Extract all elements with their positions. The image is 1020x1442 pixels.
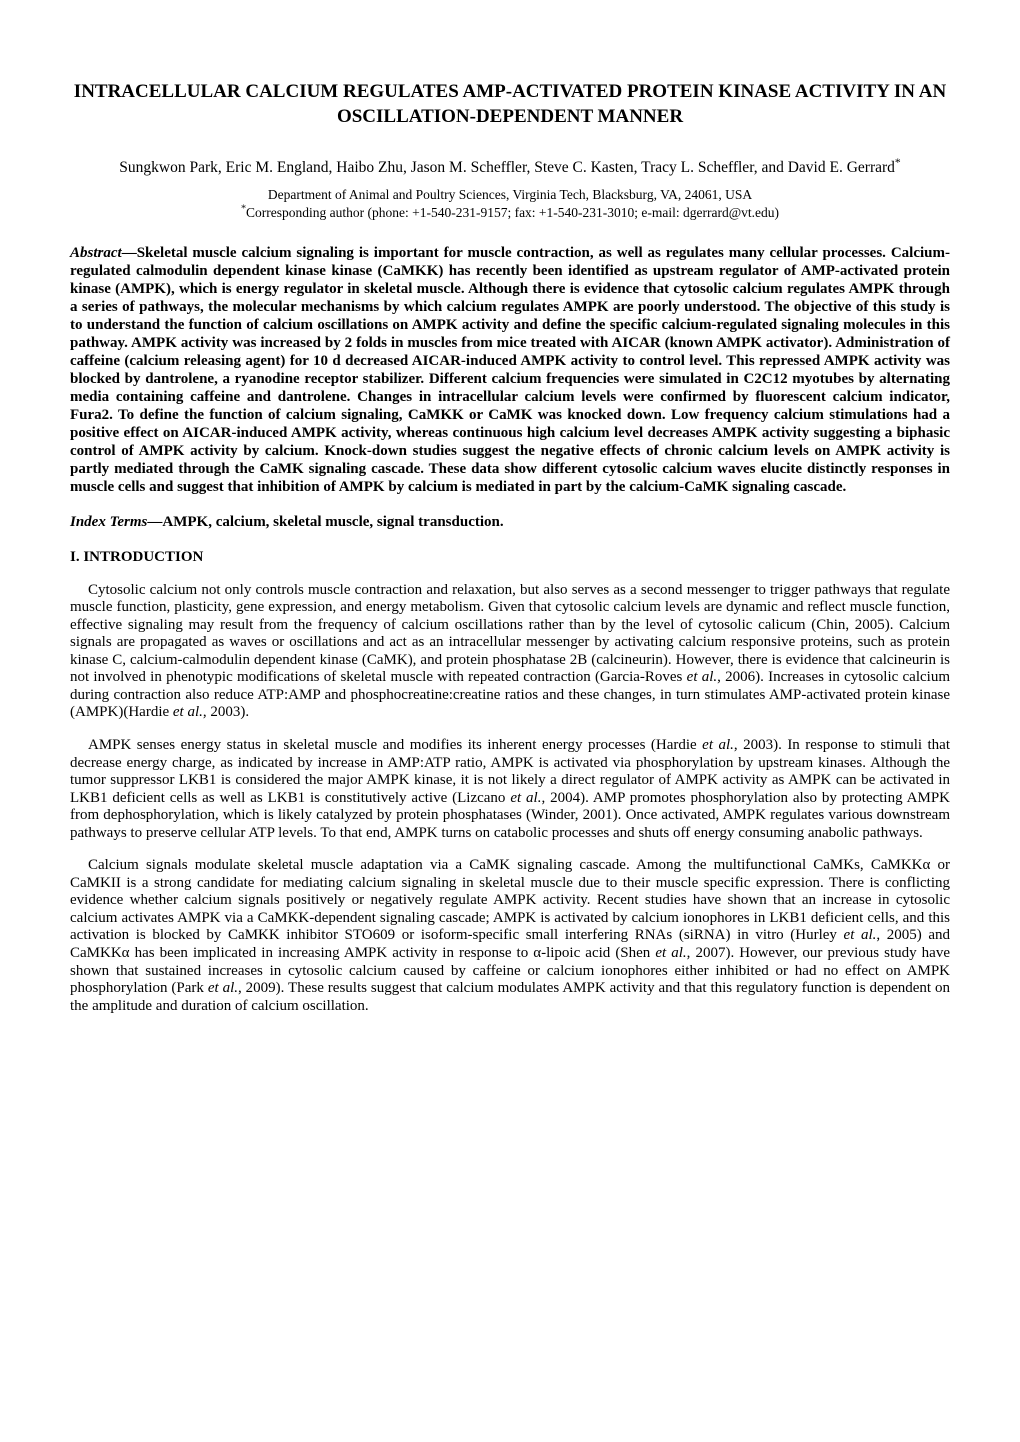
index-terms-block: Index Terms—AMPK, calcium, skeletal musc… (70, 514, 950, 531)
corresponding-text: Corresponding author (phone: +1-540-231-… (246, 205, 779, 220)
index-terms-label: Index Terms (70, 514, 147, 530)
p1-text-3: , 2003). (203, 704, 249, 720)
p1-etal-2: et al. (173, 704, 203, 720)
intro-paragraph-1: Cytosolic calcium not only controls musc… (70, 582, 950, 722)
index-terms-text: —AMPK, calcium, skeletal muscle, signal … (147, 514, 503, 530)
affiliation-line: Department of Animal and Poultry Science… (70, 187, 950, 203)
section-heading-introduction: I. INTRODUCTION (70, 549, 950, 566)
abstract-text: —Skeletal muscle calcium signaling is im… (70, 245, 950, 495)
p3-etal-3: et al. (208, 980, 238, 996)
p3-etal-1: et al. (844, 927, 877, 943)
paper-title: INTRACELLULAR CALCIUM REGULATES AMP-ACTI… (70, 80, 950, 129)
intro-paragraph-3: Calcium signals modulate skeletal muscle… (70, 857, 950, 1015)
intro-paragraph-2: AMPK senses energy status in skeletal mu… (70, 737, 950, 842)
p3-text-1: Calcium signals modulate skeletal muscle… (70, 857, 950, 943)
corresponding-author-line: *Corresponding author (phone: +1-540-231… (70, 205, 950, 221)
p1-etal-1: et al. (687, 669, 718, 685)
abstract-block: Abstract—Skeletal muscle calcium signali… (70, 244, 950, 496)
authors-text: Sungkwon Park, Eric M. England, Haibo Zh… (119, 159, 895, 176)
corresponding-star-sup: * (895, 156, 901, 169)
p2-etal-1: et al. (702, 737, 734, 753)
p2-text-1: AMPK senses energy status in skeletal mu… (88, 737, 702, 753)
authors-line: Sungkwon Park, Eric M. England, Haibo Zh… (70, 157, 950, 179)
p3-etal-2: et al. (655, 945, 686, 961)
abstract-label: Abstract (70, 245, 122, 261)
p2-etal-2: et al. (510, 790, 541, 806)
